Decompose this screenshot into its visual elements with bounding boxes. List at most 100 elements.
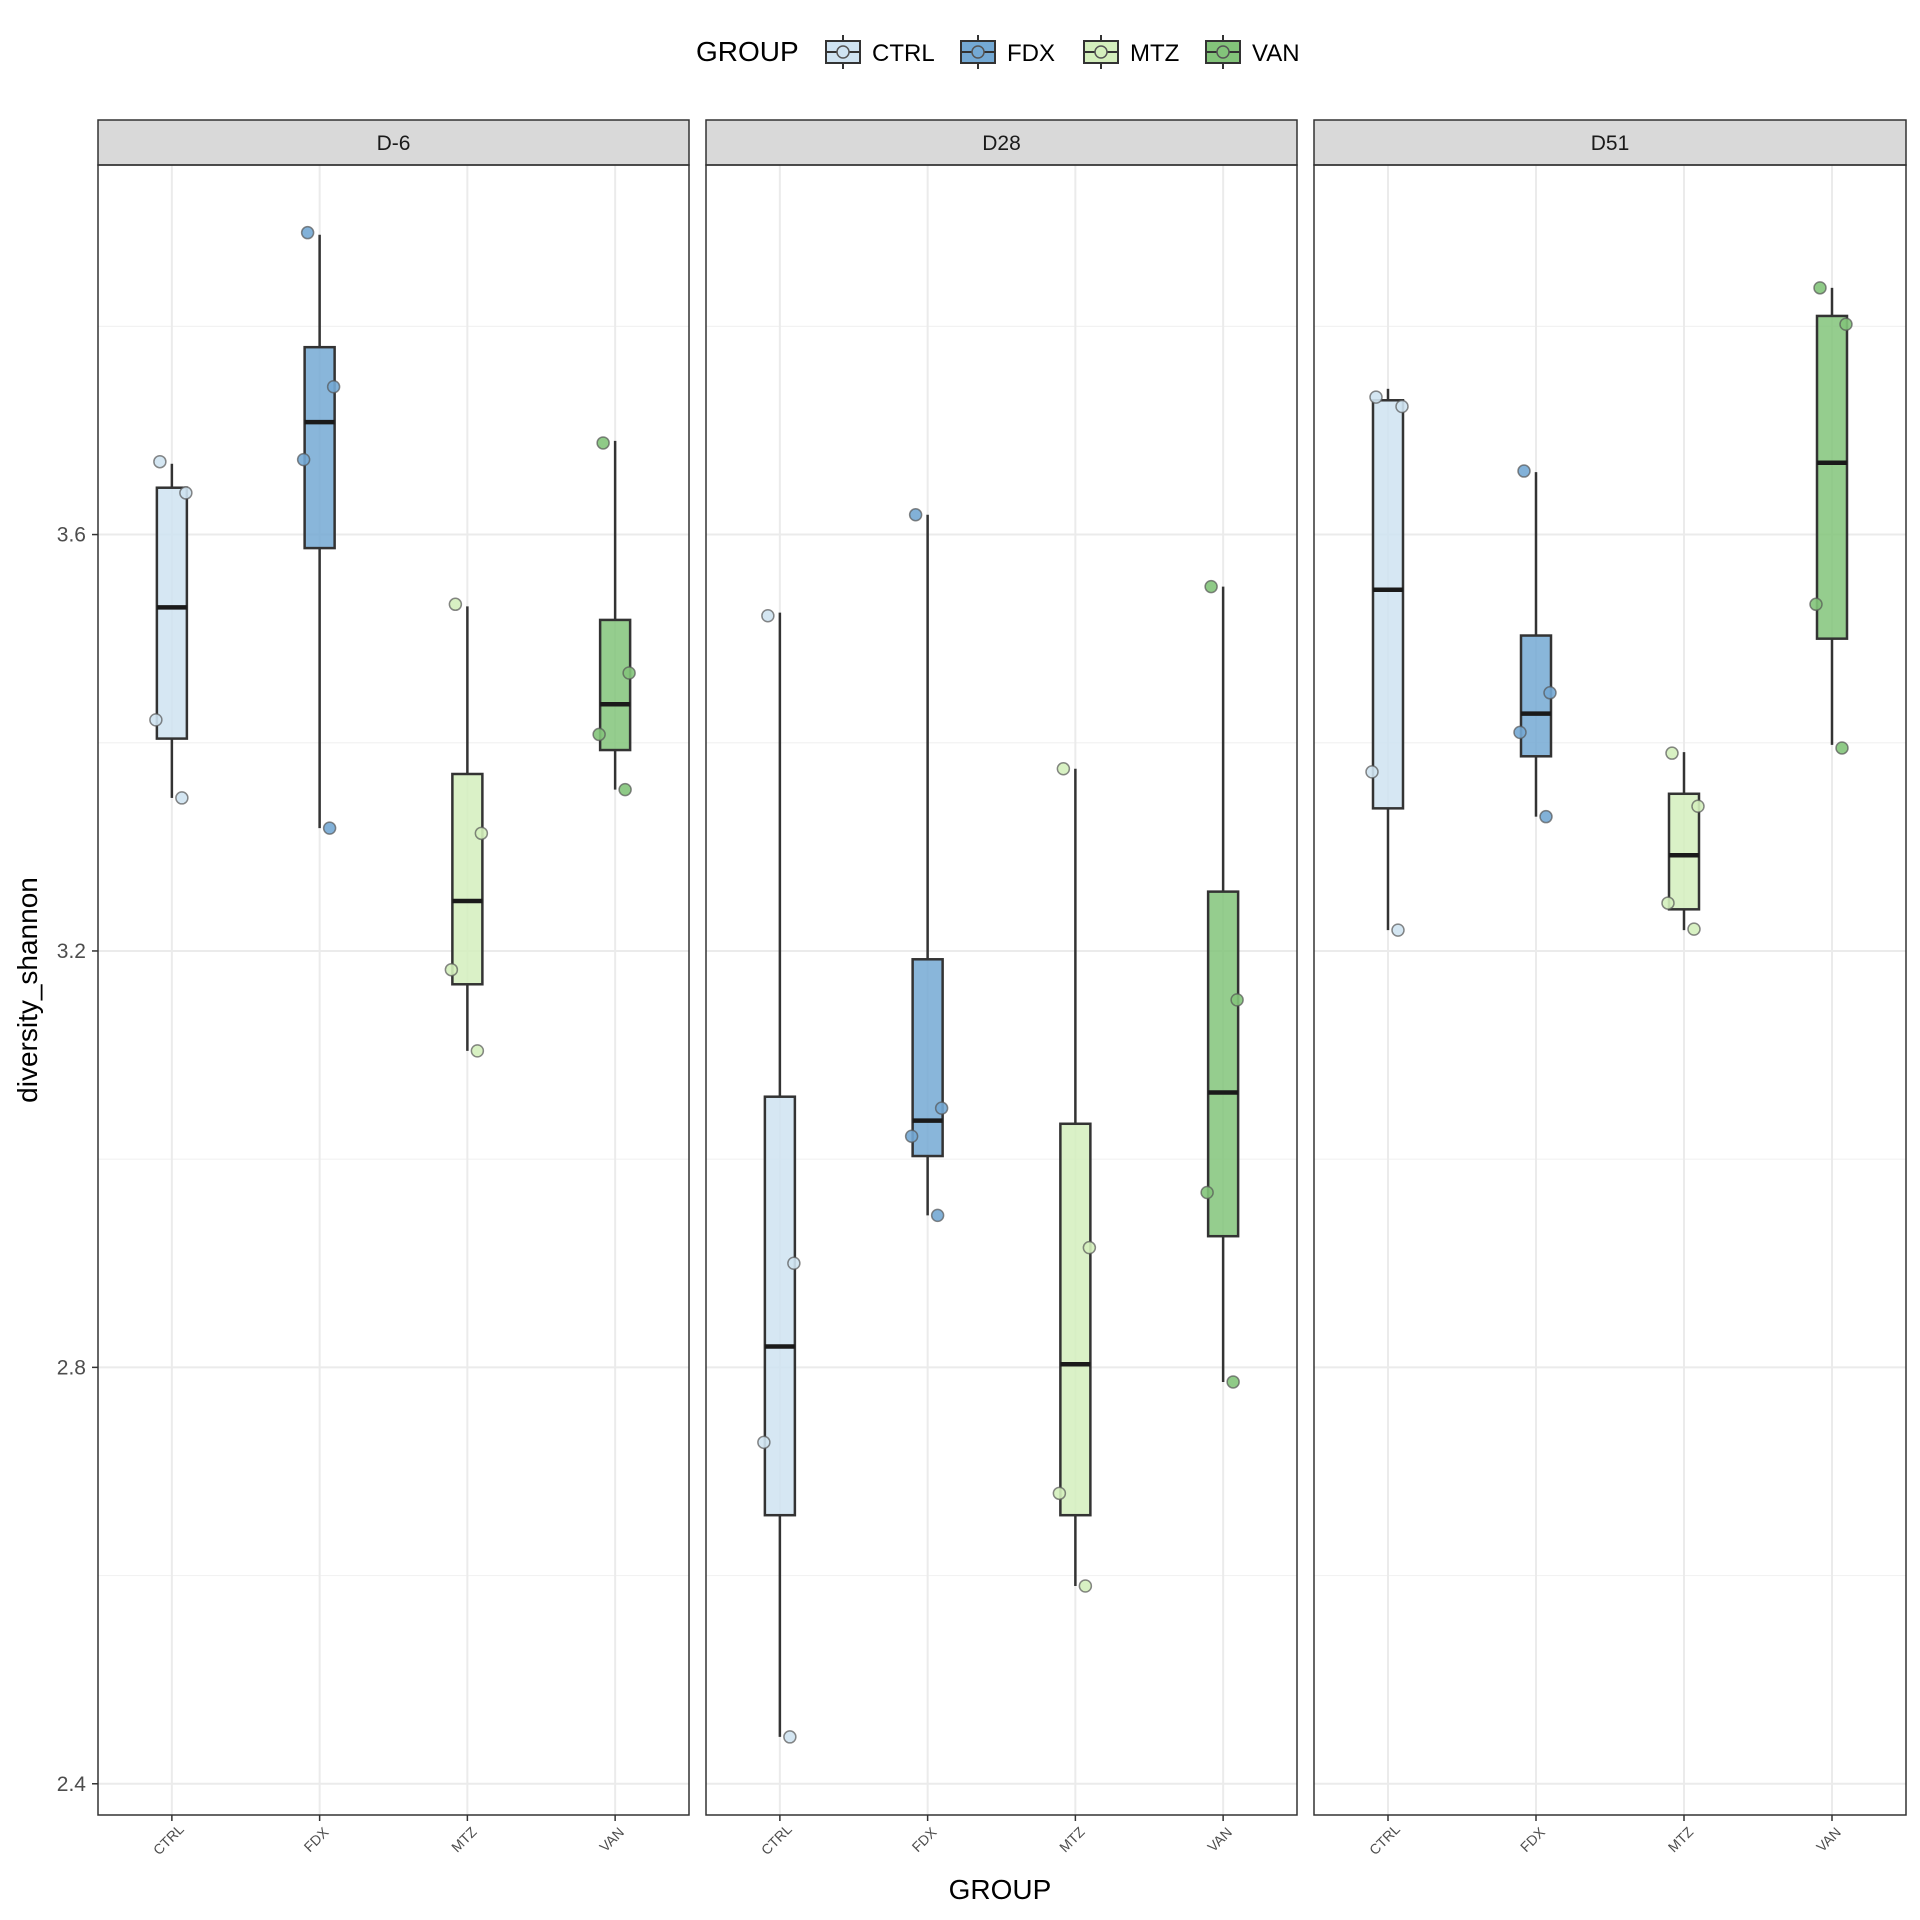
data-point <box>904 1129 919 1144</box>
data-point <box>1056 762 1071 776</box>
box <box>1815 314 1849 640</box>
data-point <box>1813 281 1827 295</box>
data-point <box>322 821 337 835</box>
box <box>451 772 484 986</box>
panel-d28: D28 CTRL FDX MTZ VAN <box>705 119 1298 1858</box>
data-point <box>1082 1240 1097 1255</box>
panel-background <box>98 165 689 1815</box>
panel-d51: D51 CTRL FDX MTZ VAN <box>1313 119 1907 1858</box>
panel-border <box>1313 164 1907 1816</box>
data-point <box>787 1256 801 1271</box>
data-point <box>1543 686 1557 700</box>
data-point <box>1809 597 1823 612</box>
boxplot-mtz <box>1661 746 1705 936</box>
data-point <box>1517 464 1531 478</box>
legend-key-point <box>1216 45 1230 59</box>
data-point <box>1078 1579 1093 1593</box>
x-tick-label: MTZ <box>448 1823 480 1855</box>
box <box>1371 399 1405 810</box>
strip-label: D51 <box>1591 132 1630 155</box>
data-point <box>1835 741 1849 755</box>
boxplot-fdx <box>1513 464 1557 824</box>
data-point <box>474 826 489 841</box>
legend-title: GROUP <box>696 36 799 67</box>
data-point <box>622 666 636 680</box>
data-point <box>592 727 606 742</box>
data-point <box>1687 922 1701 936</box>
boxplot-ctrl <box>149 454 193 805</box>
y-tick-label: 3.6 <box>57 524 86 547</box>
box <box>1206 890 1240 1238</box>
strip-background <box>705 119 1298 166</box>
data-point <box>1230 993 1244 1007</box>
data-point <box>761 609 775 623</box>
legend-item-fdx: FDX <box>960 35 1055 69</box>
data-point <box>1395 399 1409 414</box>
data-point <box>1661 896 1675 910</box>
data-point <box>908 508 923 522</box>
data-point <box>179 486 193 500</box>
legend-item-mtz: MTZ <box>1083 35 1179 69</box>
x-tick-label: MTZ <box>1056 1823 1088 1855</box>
data-point <box>175 791 189 805</box>
boxplot-van <box>1809 281 1853 755</box>
legend-key-point <box>836 45 850 59</box>
data-point <box>930 1208 945 1223</box>
legend-item-ctrl: CTRL <box>825 35 935 69</box>
data-point <box>296 452 311 467</box>
panel-d-6: D-6 CTRL FDX MTZ VAN <box>97 119 690 1858</box>
x-tick-label: FDX <box>301 1823 333 1855</box>
box <box>1667 792 1701 911</box>
strip-label: D-6 <box>377 132 411 155</box>
data-point <box>1200 1185 1214 1200</box>
data-point <box>444 962 459 977</box>
x-tick-label: FDX <box>1517 1823 1549 1855</box>
legend-label: CTRL <box>872 40 935 67</box>
strip-background <box>97 119 690 166</box>
panel-background <box>706 165 1297 1815</box>
data-point <box>448 597 463 612</box>
y-axis: 2.4 2.8 3.2 3.6 <box>57 524 98 1796</box>
x-tick-label: FDX <box>909 1823 941 1855</box>
data-point <box>326 379 341 394</box>
boxplot-ctrl <box>757 609 801 1744</box>
box <box>303 345 336 550</box>
x-tick-label: VAN <box>596 1824 627 1855</box>
x-axis-title: GROUP <box>949 1874 1052 1905</box>
data-point <box>618 782 632 797</box>
data-point <box>470 1044 485 1058</box>
data-point <box>1839 317 1853 332</box>
y-tick-label: 3.2 <box>57 940 86 963</box>
data-point <box>1691 799 1705 814</box>
panel-background <box>1314 165 1906 1815</box>
data-point <box>1369 390 1383 404</box>
data-point <box>1204 579 1218 594</box>
legend-label: VAN <box>1252 40 1300 67</box>
box <box>1059 1122 1092 1517</box>
data-point <box>149 713 163 727</box>
data-point <box>1391 923 1405 937</box>
legend: GROUP CTRL FDX MTZ VAN <box>696 35 1300 69</box>
y-tick-label: 2.8 <box>57 1356 86 1379</box>
legend-items: CTRL FDX MTZ VAN <box>825 35 1300 69</box>
legend-key-point <box>1094 45 1108 59</box>
boxplot-mtz <box>444 597 489 1058</box>
x-tick-label: CTRL <box>150 1821 187 1858</box>
boxplot-van <box>1200 579 1244 1389</box>
panel-border <box>705 164 1298 1816</box>
boxplot-mtz <box>1052 762 1097 1593</box>
legend-label: FDX <box>1007 40 1055 67</box>
data-point <box>596 436 610 450</box>
legend-item-van: VAN <box>1205 35 1300 69</box>
data-point <box>934 1101 949 1115</box>
data-point <box>1052 1486 1067 1501</box>
y-axis-title: diversity_shannon <box>12 877 43 1103</box>
y-tick-label: 2.4 <box>57 1773 87 1796</box>
boxplot-van <box>592 436 636 797</box>
boxplot-fdx <box>296 225 341 835</box>
data-point <box>300 225 315 240</box>
data-point <box>1226 1375 1240 1389</box>
legend-label: MTZ <box>1130 40 1179 67</box>
panel-border <box>97 164 690 1816</box>
x-tick-label: VAN <box>1204 1824 1235 1855</box>
